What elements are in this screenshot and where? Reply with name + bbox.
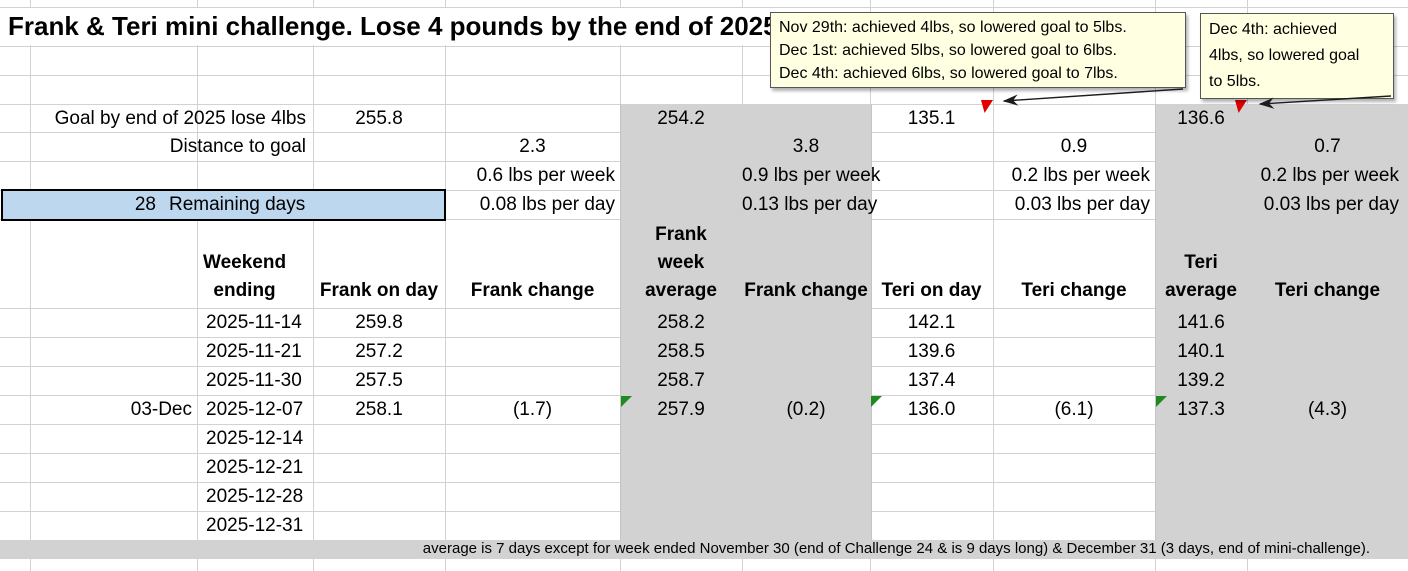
note-line: to 5lbs. xyxy=(1209,73,1261,90)
comment-note-2[interactable]: Dec 4th: achieved 4lbs, so lowered goal … xyxy=(1200,13,1394,99)
header-frank-week-average[interactable]: Frank week average xyxy=(645,224,717,301)
cell-frank-week-avg[interactable]: 258.7 xyxy=(657,370,705,391)
note-line: 4lbs, so lowered goal xyxy=(1209,47,1360,64)
error-indicator-icon xyxy=(621,396,632,407)
gridline xyxy=(0,7,1408,8)
cell-frank-on-day[interactable]: 257.2 xyxy=(355,341,403,362)
teri-avg-lbs-per-day[interactable]: 0.03 lbs per day xyxy=(1263,194,1399,215)
error-indicator-icon xyxy=(871,396,882,407)
goal-label[interactable]: Goal by end of 2025 lose 4lbs xyxy=(54,108,306,129)
gridline xyxy=(0,75,1408,76)
cell-teri-on-day[interactable]: 139.6 xyxy=(907,341,956,362)
note-line: Dec 4th: achieved 6lbs, so lowered goal … xyxy=(779,65,1118,82)
gridline xyxy=(313,0,314,571)
cell-frank-week-avg[interactable]: 258.5 xyxy=(657,341,705,362)
cell-teri-change[interactable]: (6.1) xyxy=(1054,399,1094,420)
cell-date[interactable]: 2025-12-21 xyxy=(206,457,304,478)
cell-frank-week-avg[interactable]: 257.9 xyxy=(657,399,705,420)
teri-on-day-goal-cell[interactable]: 135.1 xyxy=(907,108,956,129)
cell-frank-on-day[interactable]: 258.1 xyxy=(355,399,403,420)
gridline xyxy=(445,0,446,571)
header-teri-change-avg[interactable]: Teri change xyxy=(1274,280,1381,301)
gridline xyxy=(197,0,198,571)
teri-lbs-per-day[interactable]: 0.03 lbs per day xyxy=(1014,194,1150,215)
cell-date[interactable]: 2025-11-21 xyxy=(206,341,302,362)
cell-teri-avg-change[interactable]: (4.3) xyxy=(1307,399,1348,420)
cell-teri-avg[interactable]: 137.3 xyxy=(1177,399,1225,420)
note-line: Nov 29th: achieved 4lbs, so lowered goal… xyxy=(779,19,1127,36)
header-teri-change[interactable]: Teri change xyxy=(1021,280,1127,301)
frank-lbs-per-day[interactable]: 0.08 lbs per day xyxy=(479,194,615,215)
header-frank-change[interactable]: Frank change xyxy=(470,280,595,301)
remaining-days-label: Remaining days xyxy=(169,194,306,215)
cell-teri-avg[interactable]: 140.1 xyxy=(1177,341,1225,362)
gridline xyxy=(993,0,994,571)
cell-date[interactable]: 2025-12-31 xyxy=(206,515,304,536)
note-line: Dec 4th: achieved xyxy=(1209,21,1338,38)
teri-avg-distance[interactable]: 0.7 xyxy=(1314,136,1341,157)
header-weekend-ending[interactable]: Weekend ending xyxy=(203,252,287,301)
header-frank-change-avg[interactable]: Frank change xyxy=(744,280,868,301)
frank-average-gray-band xyxy=(620,104,872,540)
frank-avg-distance[interactable]: 3.8 xyxy=(792,136,820,157)
cell-date[interactable]: 2025-12-07 xyxy=(206,399,304,420)
frank-distance[interactable]: 2.3 xyxy=(519,136,546,157)
comment-arrow xyxy=(1002,88,1184,106)
cell-frank-avg-change[interactable]: (0.2) xyxy=(786,399,826,420)
frank-avg-lbs-per-day[interactable]: 0.13 lbs per day xyxy=(742,194,878,215)
cell-teri-on-day[interactable]: 142.1 xyxy=(907,312,956,333)
header-teri-on-day[interactable]: Teri on day xyxy=(881,280,982,301)
header-frank-on-day[interactable]: Frank on day xyxy=(319,280,439,301)
frank-avg-goal-weight[interactable]: 254.2 xyxy=(657,108,705,129)
cell-date[interactable]: 2025-11-30 xyxy=(206,370,302,391)
teri-distance[interactable]: 0.9 xyxy=(1060,136,1088,157)
cell-frank-week-avg[interactable]: 258.2 xyxy=(657,312,705,333)
error-indicator-icon xyxy=(1156,396,1167,407)
teri-average-goal-cell[interactable]: 136.6 xyxy=(1177,108,1225,129)
page-title[interactable]: Frank & Teri mini challenge. Lose 4 poun… xyxy=(0,8,778,45)
teri-avg-lbs-per-week[interactable]: 0.2 lbs per week xyxy=(1260,165,1399,186)
cell-day-label[interactable]: 03-Dec xyxy=(130,399,192,420)
cell-frank-on-day[interactable]: 259.8 xyxy=(355,312,403,333)
remaining-days-value: 28 xyxy=(134,194,156,215)
footnote-band xyxy=(0,540,1408,558)
teri-average-gray-band xyxy=(1155,104,1408,540)
frank-lbs-per-week[interactable]: 0.6 lbs per week xyxy=(476,165,615,186)
cell-teri-avg[interactable]: 139.2 xyxy=(1177,370,1225,391)
frank-goal-weight[interactable]: 255.8 xyxy=(355,108,403,129)
cell-frank-on-day[interactable]: 257.5 xyxy=(355,370,403,391)
gridline xyxy=(0,46,1408,47)
remaining-days-cell[interactable]: 28 Remaining days xyxy=(1,189,446,221)
header-teri-average[interactable]: Teri average xyxy=(1165,252,1237,301)
gridline xyxy=(30,0,31,571)
cell-frank-change[interactable]: (1.7) xyxy=(512,399,553,420)
note-line: Dec 1st: achieved 5lbs, so lowered goal … xyxy=(779,42,1117,59)
gridline xyxy=(0,558,1408,559)
frank-avg-lbs-per-week[interactable]: 0.9 lbs per week xyxy=(742,165,881,186)
cell-date[interactable]: 2025-11-14 xyxy=(206,312,302,333)
cell-teri-avg[interactable]: 141.6 xyxy=(1177,312,1225,333)
distance-label[interactable]: Distance to goal xyxy=(169,136,306,157)
cell-date[interactable]: 2025-12-28 xyxy=(206,486,304,507)
cell-teri-on-day[interactable]: 137.4 xyxy=(907,370,956,391)
cell-teri-on-day[interactable]: 136.0 xyxy=(907,399,956,420)
comment-note-1[interactable]: Nov 29th: achieved 4lbs, so lowered goal… xyxy=(770,12,1186,88)
footnote: average is 7 days except for week ended … xyxy=(422,540,1370,557)
teri-lbs-per-week[interactable]: 0.2 lbs per week xyxy=(1011,165,1150,186)
cell-date[interactable]: 2025-12-14 xyxy=(206,428,304,449)
